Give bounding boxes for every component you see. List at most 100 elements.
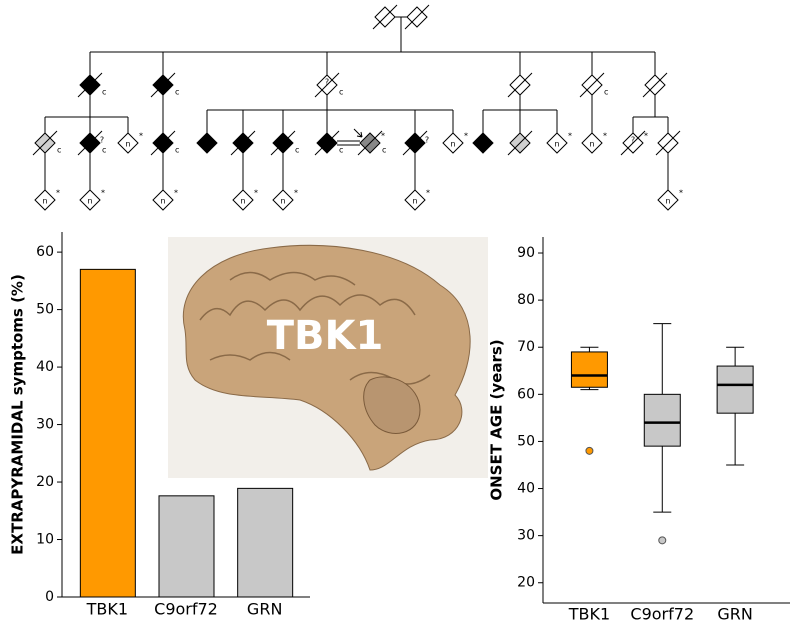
pedigree-label: n bbox=[240, 197, 245, 206]
x-tick-label: GRN bbox=[717, 605, 752, 624]
pedigree-individual bbox=[472, 132, 494, 154]
pedigree-label: n bbox=[125, 140, 130, 149]
pedigree-label: n bbox=[589, 140, 594, 149]
bar bbox=[79, 268, 136, 598]
deceased-slash bbox=[404, 4, 430, 30]
pedigree-label: c bbox=[175, 146, 179, 155]
pedigree-label: * bbox=[426, 189, 430, 198]
pedigree-individual bbox=[442, 132, 464, 154]
pedigree-label: * bbox=[381, 132, 385, 141]
pedigree-label: * bbox=[644, 132, 648, 141]
pedigree-individual bbox=[657, 189, 679, 211]
deceased-slash bbox=[655, 130, 681, 156]
pedigree-label: * bbox=[464, 132, 468, 141]
pedigree-individual bbox=[232, 189, 254, 211]
pedigree-label: ? bbox=[325, 78, 329, 87]
pedigree-label: c bbox=[339, 146, 343, 155]
pedigree-label: n bbox=[450, 140, 455, 149]
pedigree-label: n bbox=[42, 197, 47, 206]
y-axis-label: ONSET AGE (years) bbox=[488, 339, 506, 500]
pedigree-individual bbox=[34, 189, 56, 211]
pedigree-individual bbox=[117, 132, 139, 154]
bar bbox=[237, 487, 294, 598]
pedigree-label: n bbox=[160, 197, 165, 206]
y-tick-label: 50 bbox=[517, 433, 535, 449]
deceased-slash bbox=[230, 130, 256, 156]
pedigree-label: c bbox=[604, 88, 608, 97]
deceased-slash bbox=[372, 4, 398, 30]
y-tick-label: 20 bbox=[36, 474, 54, 490]
pedigree-label: ? bbox=[631, 136, 635, 145]
deceased-slash bbox=[507, 72, 533, 98]
y-tick-label: 0 bbox=[45, 589, 54, 605]
y-tick-label: 60 bbox=[36, 244, 54, 260]
pedigree-label: * bbox=[174, 189, 178, 198]
pedigree-label: ? bbox=[100, 136, 104, 145]
y-tick-label: 40 bbox=[36, 359, 54, 375]
pedigree-individual bbox=[404, 189, 426, 211]
y-tick-label: 80 bbox=[517, 292, 535, 308]
deceased-slash bbox=[507, 130, 533, 156]
box bbox=[716, 365, 754, 414]
deceased-slash bbox=[314, 130, 340, 156]
deceased-slash bbox=[77, 72, 103, 98]
pedigree-label: * bbox=[603, 132, 607, 141]
bar bbox=[158, 495, 215, 598]
y-tick-label: 90 bbox=[517, 245, 535, 261]
box bbox=[570, 351, 608, 388]
x-tick-label: C9orf72 bbox=[154, 600, 218, 619]
pedigree-individual bbox=[581, 132, 603, 154]
deceased-slash bbox=[579, 72, 605, 98]
proband-arrow bbox=[353, 128, 363, 138]
pedigree-label: n bbox=[412, 197, 417, 206]
y-tick-label: 10 bbox=[36, 532, 54, 548]
deceased-slash bbox=[314, 72, 340, 98]
x-tick-label: TBK1 bbox=[86, 600, 128, 619]
y-tick-label: 60 bbox=[517, 386, 535, 402]
brain-photo: TBK1 bbox=[168, 237, 488, 478]
pedigree-label: c bbox=[339, 88, 343, 97]
pedigree-label: ? bbox=[425, 136, 429, 145]
pedigree-label: * bbox=[101, 189, 105, 198]
pedigree-label: c bbox=[102, 146, 106, 155]
pedigree: c c?c cc?cn*c c c*c? n*n*n*? *n*n*n*n*n*n*n* bbox=[32, 4, 683, 211]
pedigree-individual bbox=[546, 132, 568, 154]
pedigree-label: n bbox=[665, 197, 670, 206]
deceased-slash bbox=[77, 130, 103, 156]
y-tick-label: 20 bbox=[517, 575, 535, 591]
y-tick-label: 30 bbox=[517, 528, 535, 544]
x-tick-label: C9orf72 bbox=[630, 605, 694, 624]
box bbox=[643, 393, 681, 447]
photo-label: TBK1 bbox=[267, 313, 384, 359]
deceased-slash bbox=[270, 130, 296, 156]
pedigree-label: * bbox=[679, 189, 683, 198]
deceased-slash bbox=[620, 130, 646, 156]
x-tick-label: TBK1 bbox=[568, 605, 610, 624]
outlier bbox=[658, 536, 667, 545]
pedigree-label: * bbox=[56, 189, 60, 198]
deceased-slash bbox=[150, 72, 176, 98]
pedigree-label: c bbox=[102, 88, 106, 97]
pedigree-individual bbox=[196, 132, 218, 154]
pedigree-label: * bbox=[568, 132, 572, 141]
pedigree-individual bbox=[272, 189, 294, 211]
cerebellum bbox=[363, 376, 421, 434]
pedigree-label: * bbox=[139, 132, 143, 141]
pedigree-label: * bbox=[294, 189, 298, 198]
pedigree-label: n bbox=[280, 197, 285, 206]
pedigree-label: n bbox=[87, 197, 92, 206]
pedigree-label: c bbox=[175, 88, 179, 97]
outlier bbox=[585, 446, 594, 455]
pedigree-label: n bbox=[554, 140, 559, 149]
y-tick-label: 30 bbox=[36, 417, 54, 433]
deceased-slash bbox=[642, 72, 668, 98]
pedigree-label: c bbox=[57, 146, 61, 155]
y-tick-label: 70 bbox=[517, 339, 535, 355]
y-axis-label: EXTRAPYRAMIDAL symptoms (%) bbox=[9, 274, 27, 555]
deceased-slash bbox=[357, 130, 383, 156]
pedigree-label: c bbox=[295, 146, 299, 155]
pedigree-individual bbox=[79, 189, 101, 211]
pedigree-label: c bbox=[382, 146, 386, 155]
deceased-slash bbox=[150, 130, 176, 156]
